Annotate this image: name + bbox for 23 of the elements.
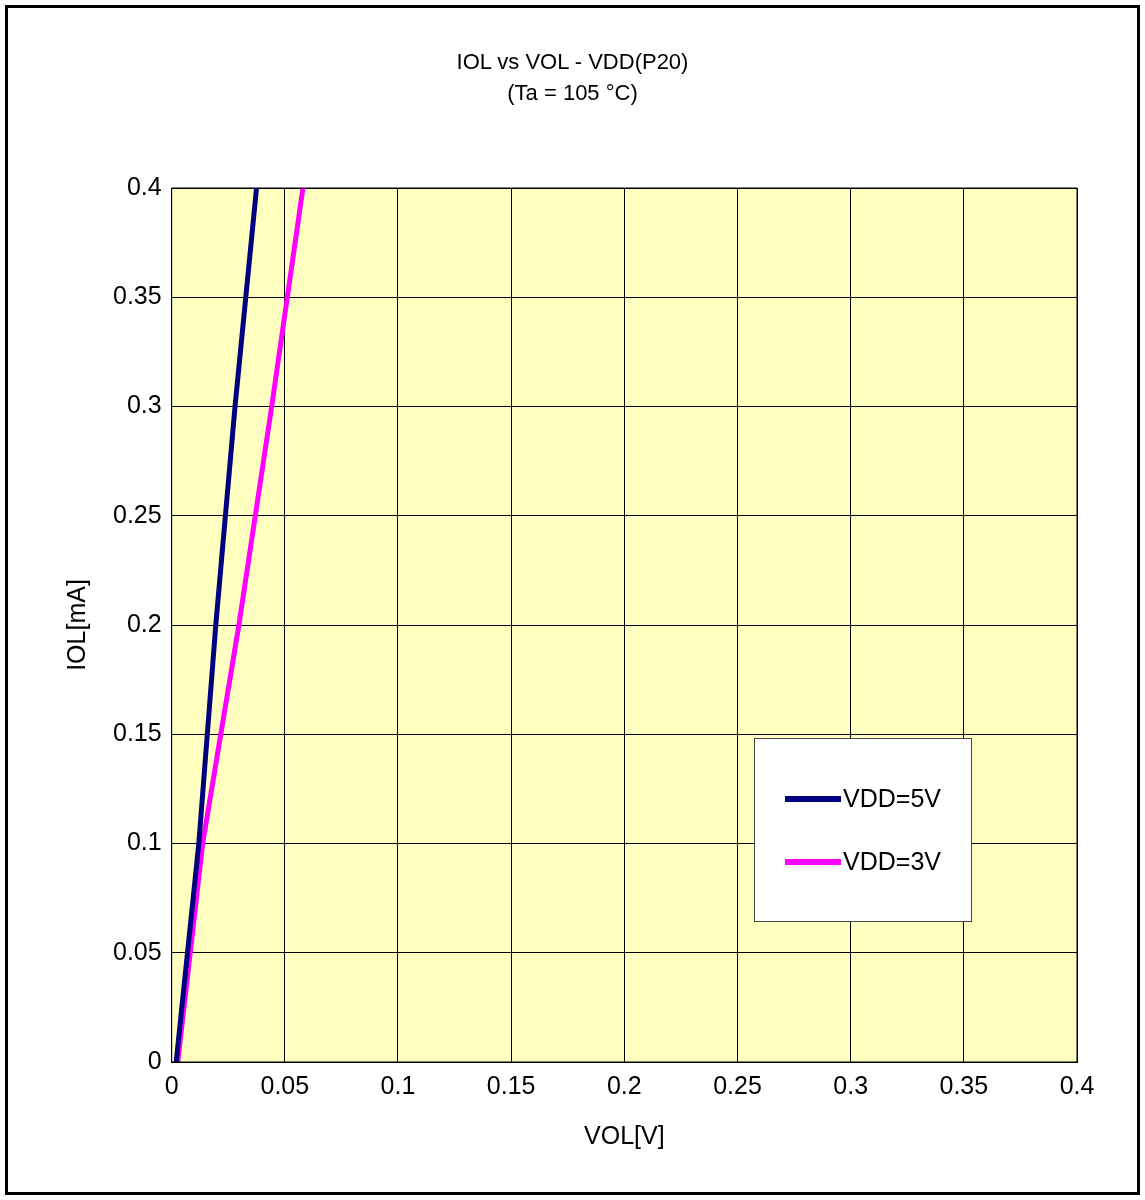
x-tick-label: 0.3 <box>833 1070 869 1099</box>
x-axis-title: VOL[V] <box>584 1120 665 1149</box>
y-tick-label: 0.05 <box>112 936 162 965</box>
y-tick-label: 0.25 <box>112 499 162 528</box>
x-tick-label: 0.25 <box>713 1070 762 1099</box>
x-tick-label: 0.05 <box>260 1070 310 1099</box>
x-tick-label: 0.35 <box>939 1070 989 1099</box>
y-tick-label: 0.3 <box>126 390 162 419</box>
y-tick-label: 0.4 <box>126 171 162 200</box>
y-tick-label: 0 <box>147 1045 162 1074</box>
x-tick-label: 0.4 <box>1059 1070 1095 1099</box>
x-tick-label: 0.1 <box>380 1070 416 1099</box>
chart-subtitle: (Ta = 105 °C) <box>506 79 639 107</box>
y-tick-label: 0.1 <box>126 827 162 856</box>
x-tick-label: 0.15 <box>486 1070 536 1099</box>
y-tick-label: 0.15 <box>112 718 162 747</box>
chart-title: IOL vs VOL - VDD(P20) <box>455 48 690 76</box>
y-tick-label: 0.35 <box>112 281 162 310</box>
y-axis-title: IOL[mA] <box>61 579 90 671</box>
y-tick-label: 0.2 <box>126 608 162 637</box>
legend-label: VDD=3V <box>843 847 941 876</box>
legend-label: VDD=5V <box>843 784 941 813</box>
x-tick-label: 0.2 <box>606 1070 642 1099</box>
